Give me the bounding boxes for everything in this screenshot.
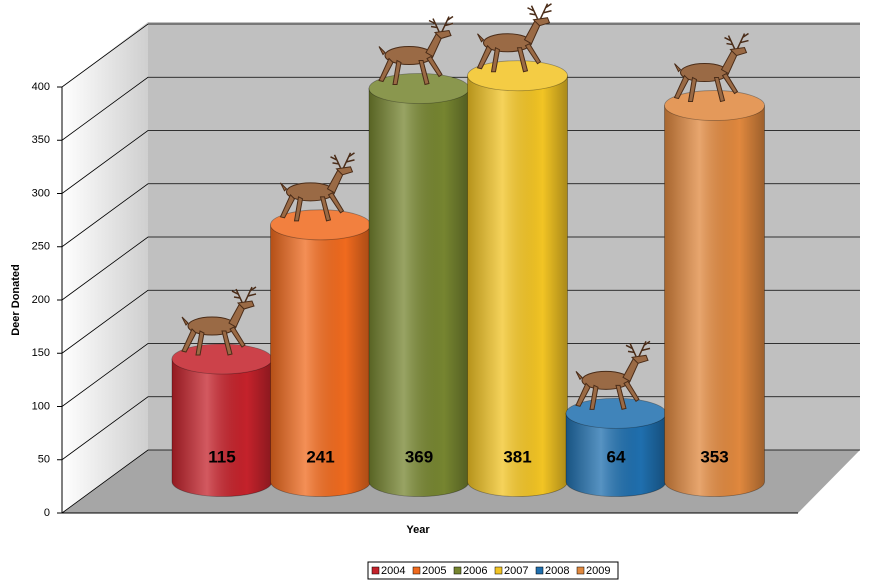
grid-line (61, 343, 860, 407)
y-tick-label: 350 (32, 134, 50, 146)
y-tick-label: 50 (38, 454, 50, 466)
value-label: 369 (405, 447, 433, 466)
value-label: 64 (607, 447, 626, 466)
shade (467, 75, 568, 497)
legend-swatch (535, 566, 544, 575)
y-tick-label: 400 (32, 81, 50, 93)
grid-line (61, 130, 860, 194)
y-tick-label: 150 (32, 347, 50, 359)
value-label: 241 (306, 447, 334, 466)
legend: 2004 2005 2006 2007 2008 2009 (371, 565, 610, 577)
value-label: 381 (503, 447, 531, 466)
shade (172, 359, 272, 497)
value-label: 115 (208, 447, 235, 466)
grid-line (61, 76, 860, 141)
y-tick-label: 200 (32, 294, 50, 306)
legend-label: 2004 (381, 565, 405, 577)
shade (566, 413, 666, 497)
shade (270, 224, 371, 497)
y-tick-label: 100 (32, 400, 50, 412)
legend-label: 2007 (504, 565, 528, 577)
legend-label: 2008 (545, 565, 569, 577)
legend-swatch (576, 566, 585, 575)
grid-line (61, 289, 860, 354)
legend-swatch (412, 566, 421, 575)
shade (369, 88, 469, 497)
grid-line (61, 23, 860, 88)
legend-label: 2005 (422, 565, 446, 577)
legend-swatch (453, 566, 462, 575)
legend-label: 2009 (586, 565, 610, 577)
side-wall (62, 22, 148, 513)
grid-line (61, 183, 860, 248)
y-axis-label: Deer Donated (10, 264, 22, 336)
legend-box (367, 561, 619, 580)
legend-swatch (494, 566, 503, 575)
legend-swatch (371, 566, 380, 575)
x-axis-label: Year (406, 524, 430, 536)
legend-label: 2006 (463, 565, 487, 577)
shade (664, 105, 765, 497)
y-tick-label: 0 (44, 507, 50, 519)
bars: 115 241 369 381 64 353 (171, 2, 765, 497)
y-tick-label: 300 (32, 187, 50, 199)
y-tick-label: 250 (32, 241, 50, 253)
grid-line (61, 236, 860, 301)
value-label: 353 (700, 447, 728, 466)
